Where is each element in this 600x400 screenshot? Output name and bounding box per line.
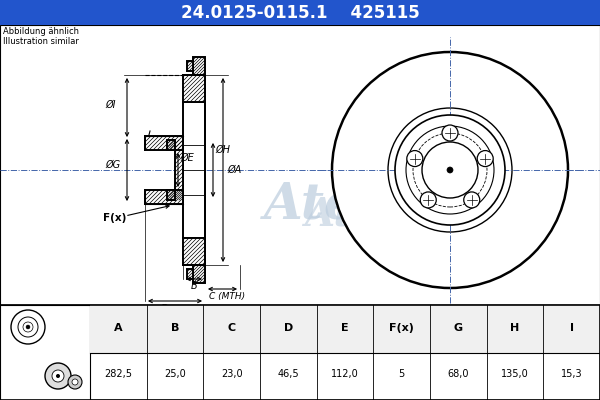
- Circle shape: [420, 192, 436, 208]
- Bar: [0, 25, 600, 305]
- Circle shape: [407, 150, 423, 166]
- Text: 23,0: 23,0: [221, 369, 242, 379]
- Bar: [183, 75, 205, 102]
- Circle shape: [422, 142, 478, 198]
- Text: F(x): F(x): [103, 213, 127, 223]
- Circle shape: [56, 374, 60, 378]
- Bar: [183, 238, 205, 265]
- Bar: [175, 140, 183, 200]
- Text: 5: 5: [398, 369, 405, 379]
- Bar: [0, 0, 600, 25]
- Text: H: H: [511, 323, 520, 333]
- Circle shape: [23, 322, 33, 332]
- Bar: [167, 140, 175, 150]
- Text: 24.0125-0115.1    425115: 24.0125-0115.1 425115: [181, 4, 419, 22]
- Text: D: D: [160, 304, 168, 314]
- Bar: [183, 102, 205, 238]
- Bar: [145, 136, 183, 150]
- Text: B: B: [171, 323, 179, 333]
- Text: ØI: ØI: [105, 100, 115, 110]
- Circle shape: [447, 167, 453, 173]
- Circle shape: [26, 325, 30, 329]
- Text: F(x): F(x): [389, 323, 414, 333]
- Bar: [145, 190, 183, 204]
- Circle shape: [464, 192, 480, 208]
- Circle shape: [477, 150, 493, 166]
- Text: G: G: [454, 323, 463, 333]
- Circle shape: [442, 125, 458, 141]
- Text: A: A: [114, 323, 122, 333]
- Text: ØE: ØE: [180, 153, 194, 163]
- Bar: [0, 305, 90, 400]
- Text: Ate: Ate: [263, 180, 356, 230]
- Text: C: C: [227, 323, 236, 333]
- Circle shape: [406, 126, 494, 214]
- Text: B: B: [191, 281, 197, 291]
- Text: Abbildung ähnlich: Abbildung ähnlich: [3, 28, 79, 36]
- Text: 25,0: 25,0: [164, 369, 186, 379]
- Circle shape: [68, 375, 82, 389]
- Circle shape: [395, 115, 505, 225]
- Text: ØG: ØG: [105, 160, 120, 170]
- Circle shape: [388, 108, 512, 232]
- Text: 46,5: 46,5: [278, 369, 299, 379]
- Text: 282,5: 282,5: [104, 369, 133, 379]
- Bar: [193, 57, 205, 75]
- Circle shape: [11, 310, 45, 344]
- Text: 68,0: 68,0: [448, 369, 469, 379]
- Circle shape: [72, 379, 78, 385]
- Circle shape: [332, 52, 568, 288]
- Bar: [0, 305, 600, 400]
- Text: 112,0: 112,0: [331, 369, 359, 379]
- Text: I: I: [569, 323, 574, 333]
- Text: ØA: ØA: [227, 165, 241, 175]
- Bar: [167, 190, 175, 200]
- Bar: [90, 305, 600, 352]
- Circle shape: [52, 370, 64, 382]
- Bar: [0, 305, 600, 400]
- Text: D: D: [284, 323, 293, 333]
- Text: C (MTH): C (MTH): [209, 292, 245, 302]
- Circle shape: [45, 363, 71, 389]
- Bar: [187, 269, 193, 279]
- Text: Illustration similar: Illustration similar: [3, 38, 79, 46]
- Circle shape: [18, 317, 38, 337]
- Bar: [193, 265, 205, 283]
- Text: 135,0: 135,0: [501, 369, 529, 379]
- Text: E: E: [341, 323, 349, 333]
- Text: Ate: Ate: [304, 196, 376, 234]
- Text: ØH: ØH: [215, 145, 230, 155]
- Text: 15,3: 15,3: [561, 369, 583, 379]
- Bar: [187, 61, 193, 71]
